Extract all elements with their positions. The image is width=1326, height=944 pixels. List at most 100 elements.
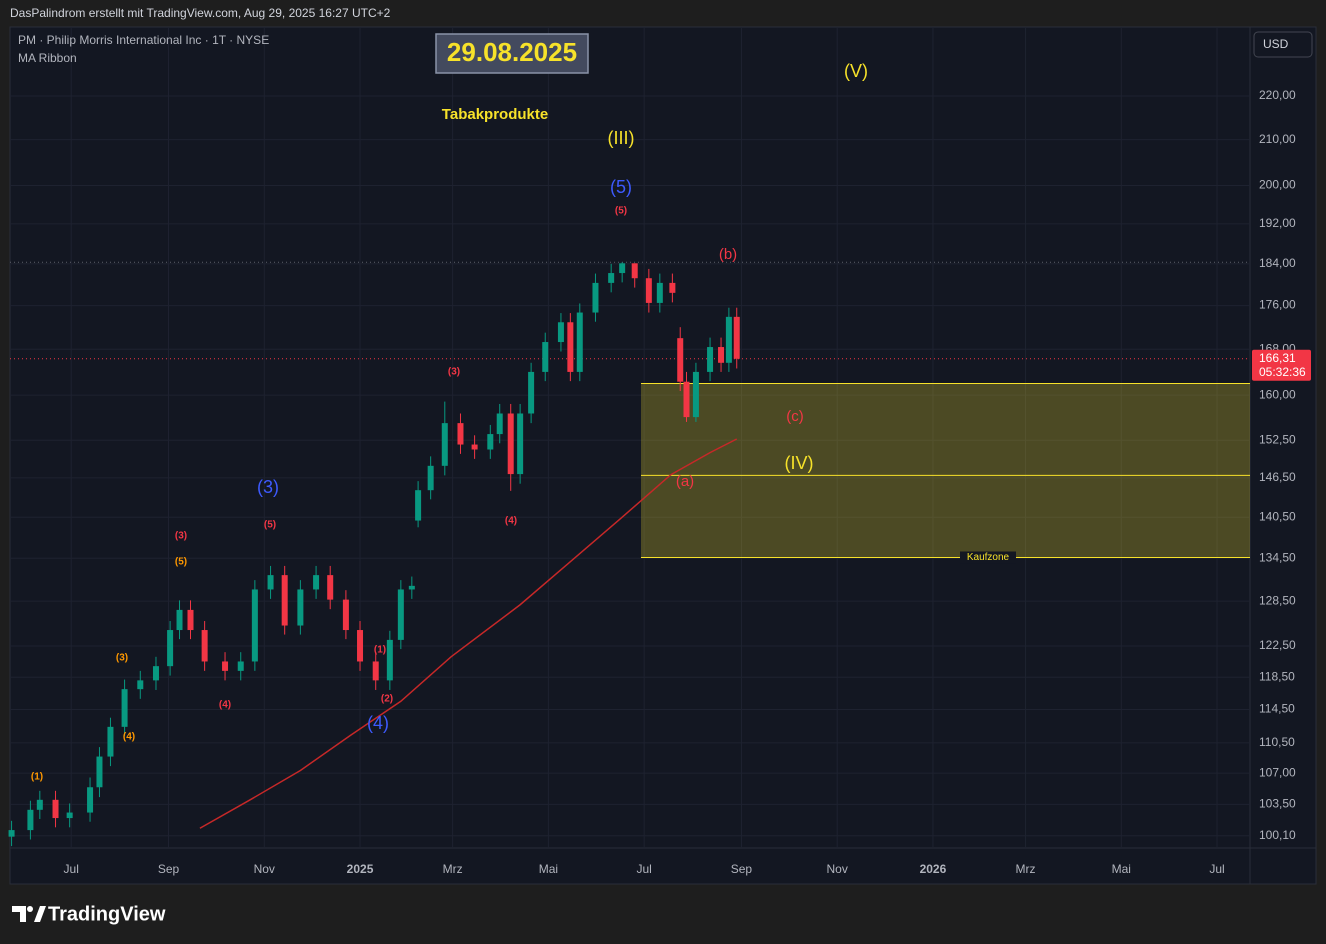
wave-label: (4) bbox=[367, 713, 389, 733]
candle-body bbox=[176, 609, 183, 631]
wave-label: (5) bbox=[610, 177, 632, 197]
countdown: 05:32:36 bbox=[1259, 365, 1306, 379]
candle-body bbox=[457, 423, 464, 445]
y-tick-label: 152,50 bbox=[1259, 432, 1296, 446]
candle-body bbox=[107, 726, 114, 757]
wave-label: (3) bbox=[257, 477, 279, 497]
wave-label: (1) bbox=[374, 645, 386, 656]
candle-body bbox=[36, 799, 43, 810]
candle-body bbox=[327, 575, 334, 600]
candle-body bbox=[707, 347, 714, 372]
candle-body bbox=[496, 413, 503, 435]
candle-body bbox=[187, 609, 194, 631]
candle-body bbox=[397, 589, 404, 640]
zone-label: Kaufzone bbox=[967, 552, 1010, 563]
candle-body bbox=[121, 689, 128, 727]
candle-body bbox=[592, 282, 599, 313]
candle-body bbox=[645, 278, 652, 303]
x-tick-label: Nov bbox=[827, 862, 848, 876]
candle-body bbox=[297, 589, 304, 626]
zone-label-bg bbox=[960, 551, 1016, 564]
indicator-legend: MA Ribbon bbox=[18, 51, 77, 65]
zone bbox=[640, 383, 1250, 558]
candle-body bbox=[567, 322, 574, 372]
brand: TradingView bbox=[48, 903, 166, 925]
wave-label: (a) bbox=[676, 473, 694, 490]
wave-label: (b) bbox=[719, 246, 737, 263]
wave-label: (5) bbox=[175, 557, 187, 568]
candle-body bbox=[692, 371, 699, 418]
candle-body bbox=[557, 322, 564, 343]
wave-label: (III) bbox=[608, 128, 635, 148]
wave-label: (4) bbox=[505, 516, 517, 527]
currency-button[interactable] bbox=[1253, 31, 1313, 58]
candle-body bbox=[8, 830, 15, 837]
header: DasPalindrom erstellt mit TradingView.co… bbox=[10, 6, 391, 20]
y-tick-label: 184,00 bbox=[1259, 256, 1296, 270]
title: 29.08.2025 bbox=[447, 37, 577, 67]
x-tick-label: Sep bbox=[158, 862, 180, 876]
candle-body bbox=[487, 434, 494, 450]
y-tick-label: 100,10 bbox=[1259, 828, 1296, 842]
x-tick-label: Mrz bbox=[1016, 862, 1036, 876]
y-tick-label: 118,50 bbox=[1259, 669, 1295, 683]
candle-body bbox=[471, 444, 478, 450]
wave-label: (5) bbox=[264, 520, 276, 531]
candle-body bbox=[281, 575, 288, 626]
y-tick-label: 103,50 bbox=[1259, 797, 1296, 811]
wave-label: (4) bbox=[123, 732, 135, 743]
wave-label: (c) bbox=[786, 408, 804, 425]
subtitle: Tabakprodukte bbox=[442, 106, 548, 123]
price-tag bbox=[1252, 349, 1311, 381]
x-tick-label: 2025 bbox=[347, 862, 374, 876]
wave-label: (3) bbox=[448, 367, 460, 378]
y-tick-label: 160,00 bbox=[1259, 387, 1296, 401]
y-tick-label: 114,50 bbox=[1259, 702, 1295, 716]
candle-body bbox=[267, 575, 274, 590]
candle-body bbox=[619, 263, 626, 274]
candle-body bbox=[251, 589, 258, 662]
y-tick-label: 107,00 bbox=[1259, 765, 1296, 779]
candle-body bbox=[408, 585, 415, 590]
candle-body bbox=[656, 282, 663, 303]
title-box bbox=[435, 33, 589, 74]
chart-panel bbox=[9, 26, 1317, 885]
candle-body bbox=[725, 316, 732, 363]
candle-body bbox=[718, 347, 725, 363]
grid bbox=[10, 28, 1250, 848]
brand-logo bbox=[12, 906, 46, 922]
x-tick-label: Nov bbox=[254, 862, 275, 876]
price-tag-label: 166,31 bbox=[1259, 351, 1296, 365]
x-tick-label: Mrz bbox=[443, 862, 463, 876]
candle-body bbox=[427, 465, 434, 491]
currency[interactable]: USD bbox=[1263, 37, 1289, 51]
candle-body bbox=[201, 630, 208, 662]
candle-body bbox=[96, 756, 103, 788]
candle-body bbox=[152, 666, 159, 681]
y-tick-label: 110,50 bbox=[1259, 735, 1295, 749]
moving-average bbox=[199, 438, 738, 829]
candle-body bbox=[608, 273, 615, 283]
symbol: PM · Philip Morris International Inc · 1… bbox=[18, 33, 269, 47]
x-tick-label: Jul bbox=[636, 862, 651, 876]
candle-body bbox=[677, 338, 684, 382]
candle-body bbox=[576, 312, 583, 372]
candle-body bbox=[542, 342, 549, 372]
logo-icon bbox=[27, 906, 33, 912]
candle-body bbox=[313, 575, 320, 590]
y-tick-label: 134,50 bbox=[1259, 550, 1296, 564]
candle-body bbox=[87, 787, 94, 813]
candle-body bbox=[342, 599, 349, 631]
candle-body bbox=[631, 263, 638, 279]
wave-label: (2) bbox=[381, 694, 393, 705]
x-tick-label: Mai bbox=[1112, 862, 1131, 876]
logo-icon bbox=[12, 906, 26, 922]
wave-label: (5) bbox=[615, 206, 627, 217]
wave-label: (3) bbox=[116, 653, 128, 664]
y-tick-label: 140,50 bbox=[1259, 509, 1296, 523]
x-tick-label: Sep bbox=[731, 862, 753, 876]
plot: Kaufzone bbox=[8, 261, 1250, 847]
candle-body bbox=[137, 680, 144, 690]
logo-icon bbox=[34, 906, 46, 922]
